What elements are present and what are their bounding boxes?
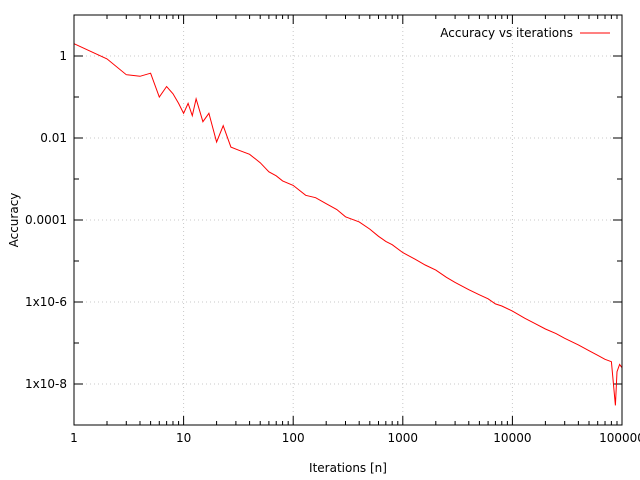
plot-border bbox=[73, 14, 623, 426]
x-tick-label: 10000 bbox=[493, 431, 531, 445]
x-tick-label: 1000 bbox=[388, 431, 419, 445]
x-tick-label: 100000 bbox=[599, 431, 640, 445]
y-tick-label: 1x10-6 bbox=[25, 295, 67, 309]
x-tick-label: 1 bbox=[70, 431, 78, 445]
x-tick-label: 10 bbox=[176, 431, 191, 445]
x-axis-title: Iterations [n] bbox=[309, 461, 387, 475]
series-line bbox=[73, 43, 623, 406]
legend-label: Accuracy vs iterations bbox=[440, 26, 573, 40]
y-tick-label: 0.0001 bbox=[25, 213, 67, 227]
legend: Accuracy vs iterations bbox=[440, 26, 610, 40]
y-tick-label: 0.01 bbox=[40, 131, 67, 145]
y-axis-title: Accuracy bbox=[7, 193, 21, 248]
y-tick-label: 1 bbox=[59, 49, 67, 63]
x-tick-label: 100 bbox=[282, 431, 305, 445]
grid bbox=[74, 15, 622, 425]
tick-labels: 1 10 100 1000 10000 100000 1 0.01 0.0001 1x10-6 1x… bbox=[25, 49, 640, 445]
y-tick-label: 1x10-8 bbox=[25, 377, 67, 391]
